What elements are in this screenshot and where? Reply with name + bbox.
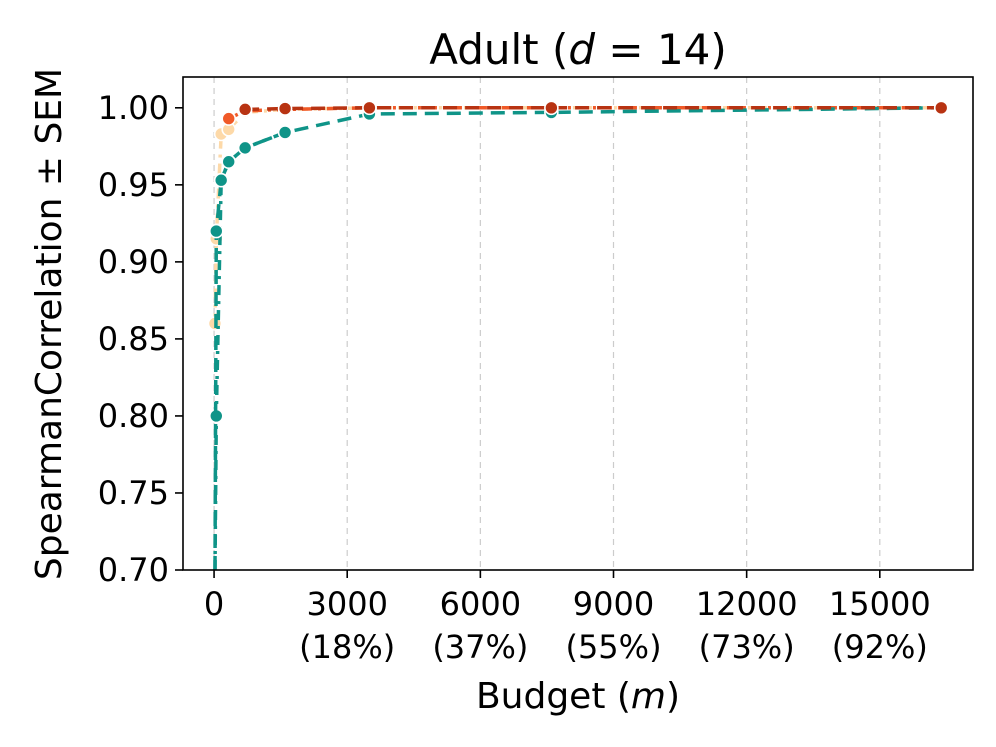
x-axis-label-variable: m — [631, 676, 666, 717]
x-tick-sublabel: (37%) — [432, 628, 528, 666]
y-axis-label: SpearmanCorrelation ± SEM — [29, 68, 70, 580]
series-2 — [208, 125, 293, 570]
series-point — [277, 125, 293, 140]
x-tick-label: 0 — [204, 585, 224, 623]
chart-title-prefix: Adult ( — [429, 25, 568, 74]
x-axis-label: Budget (m) — [476, 676, 680, 717]
series-point — [933, 100, 949, 116]
plot-frame — [182, 76, 974, 571]
y-tick-label: 0.85 — [98, 320, 169, 358]
series-point — [237, 140, 253, 156]
y-tick-label: 0.70 — [98, 551, 169, 589]
series-4 — [237, 100, 949, 117]
grid-layer — [213, 77, 881, 570]
x-tick-label: 15000 — [829, 585, 931, 623]
x-tick-sublabel: (92%) — [832, 628, 928, 666]
series-line — [213, 106, 942, 324]
y-tick-label: 1.00 — [98, 89, 169, 127]
x-tick-sublabel: (55%) — [565, 628, 661, 666]
x-axis-label-prefix: Budget ( — [476, 676, 631, 717]
series-line — [213, 130, 286, 570]
chart-title: Adult (d = 14) — [429, 25, 727, 74]
x-tick-label: 3000 — [306, 585, 387, 623]
series-3 — [208, 100, 949, 570]
chart-title-variable: d — [568, 25, 595, 74]
x-tick-sublabel: (18%) — [299, 628, 395, 666]
series-line — [227, 106, 942, 121]
series-point — [362, 100, 377, 116]
y-tick-label: 0.90 — [98, 243, 169, 281]
x-tick-label: 6000 — [440, 585, 521, 623]
series-point — [213, 172, 229, 188]
series-layer — [207, 100, 949, 570]
x-axis-label-suffix: ) — [666, 676, 680, 717]
series-line — [213, 106, 942, 570]
series-0 — [207, 100, 949, 331]
series-point — [277, 101, 293, 116]
y-tick-label: 0.95 — [98, 166, 169, 204]
x-tick-label: 9000 — [573, 585, 654, 623]
x-tick-label: 12000 — [696, 585, 798, 623]
series-line — [245, 106, 942, 112]
y-tick-label: 0.80 — [98, 397, 169, 435]
ticks-layer: 0 3000 (18%) 6000 (37%) 9000 (55%) 12000 (73%) 15… — [98, 89, 931, 666]
series-point — [208, 223, 224, 239]
series-point — [544, 100, 559, 116]
x-tick-sublabel: (73%) — [699, 628, 795, 666]
series-point — [221, 111, 237, 126]
chart-title-suffix: = 14) — [595, 25, 727, 74]
series-point — [221, 154, 237, 170]
series-point — [237, 102, 253, 117]
y-tick-label: 0.75 — [98, 474, 169, 512]
